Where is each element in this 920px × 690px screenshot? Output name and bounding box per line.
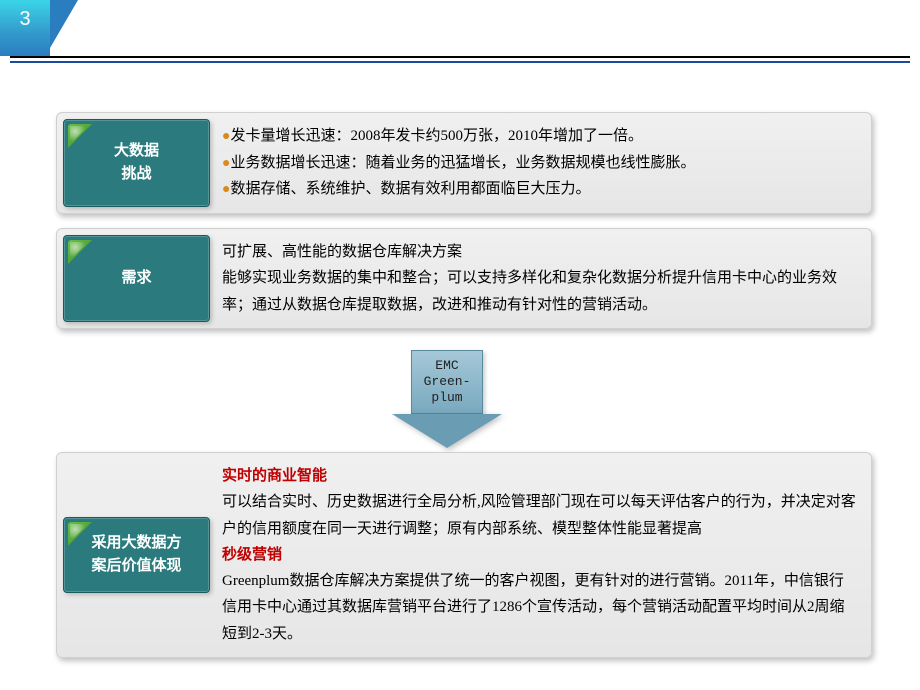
divider-top	[10, 56, 910, 58]
content-requirement: 可扩展、高性能的数据仓库解决方案 能够实现业务数据的集中和整合；可以支持多样化和…	[216, 229, 871, 328]
label-text: 大数据 挑战	[114, 140, 159, 185]
label-text: 采用大数据方 案后价值体现	[91, 532, 181, 577]
corner-icon	[68, 522, 92, 546]
req-line2: 能够实现业务数据的集中和整合；可以支持多样化和复杂化数据分析提升信用卡中心的业务…	[222, 265, 857, 318]
heading-marketing: 秒级营销	[222, 542, 857, 568]
corner-icon	[68, 240, 92, 264]
card-bigdata-challenge: 大数据 挑战 ●发卡量增长迅速：2008年发卡约500万张，2010年增加了一倍…	[56, 112, 872, 214]
card-value: 采用大数据方 案后价值体现 实时的商业智能 可以结合实时、历史数据进行全局分析,…	[56, 452, 872, 658]
label-line1: 大数据	[114, 143, 159, 159]
page-tab-slant	[50, 0, 78, 48]
para-realtime-bi: 可以结合实时、历史数据进行全局分析,风险管理部门现在可以每天评估客户的行为，并决…	[222, 489, 857, 542]
arrow-head-icon	[392, 414, 502, 448]
label-box-challenge: 大数据 挑战	[63, 119, 210, 207]
label-line2: 案后价值体现	[91, 558, 181, 574]
bullet-line: ●发卡量增长迅速：2008年发卡约500万张，2010年增加了一倍。	[222, 123, 857, 150]
bullet-text: 数据存储、系统维护、数据有效利用都面临巨大压力。	[230, 181, 590, 197]
label-box-value: 采用大数据方 案后价值体现	[63, 517, 210, 593]
label-line2: 挑战	[121, 166, 151, 182]
page-tab: 3	[0, 0, 50, 56]
arrow-label: EMC Green- plum	[411, 350, 483, 414]
bullet-line: ●业务数据增长迅速：随着业务的迅猛增长，业务数据规模也线性膨胀。	[222, 150, 857, 177]
bullet-text: 发卡量增长迅速：2008年发卡约500万张，2010年增加了一倍。	[230, 128, 643, 144]
content-challenge: ●发卡量增长迅速：2008年发卡约500万张，2010年增加了一倍。 ●业务数据…	[216, 113, 871, 213]
bullet-line: ●数据存储、系统维护、数据有效利用都面临巨大压力。	[222, 176, 857, 203]
page-number: 3	[19, 8, 30, 31]
label-text: 需求	[121, 267, 151, 290]
arrow-l1: EMC	[435, 358, 458, 373]
label-box-requirement: 需求	[63, 235, 210, 322]
card-requirement: 需求 可扩展、高性能的数据仓库解决方案 能够实现业务数据的集中和整合；可以支持多…	[56, 228, 872, 329]
content-value: 实时的商业智能 可以结合实时、历史数据进行全局分析,风险管理部门现在可以每天评估…	[216, 453, 871, 657]
arrow-l2: Green-	[424, 374, 471, 389]
para-marketing: Greenplum数据仓库解决方案提供了统一的客户视图，更有针对的进行营销。20…	[222, 568, 857, 647]
arrow-down: EMC Green- plum	[392, 350, 502, 448]
divider-bottom	[10, 61, 910, 63]
arrow-l3: plum	[431, 390, 462, 405]
label-line1: 采用大数据方	[91, 535, 181, 551]
bullet-text: 业务数据增长迅速：随着业务的迅猛增长，业务数据规模也线性膨胀。	[230, 155, 695, 171]
req-line1: 可扩展、高性能的数据仓库解决方案	[222, 239, 857, 265]
corner-icon	[68, 124, 92, 148]
heading-realtime-bi: 实时的商业智能	[222, 463, 857, 489]
